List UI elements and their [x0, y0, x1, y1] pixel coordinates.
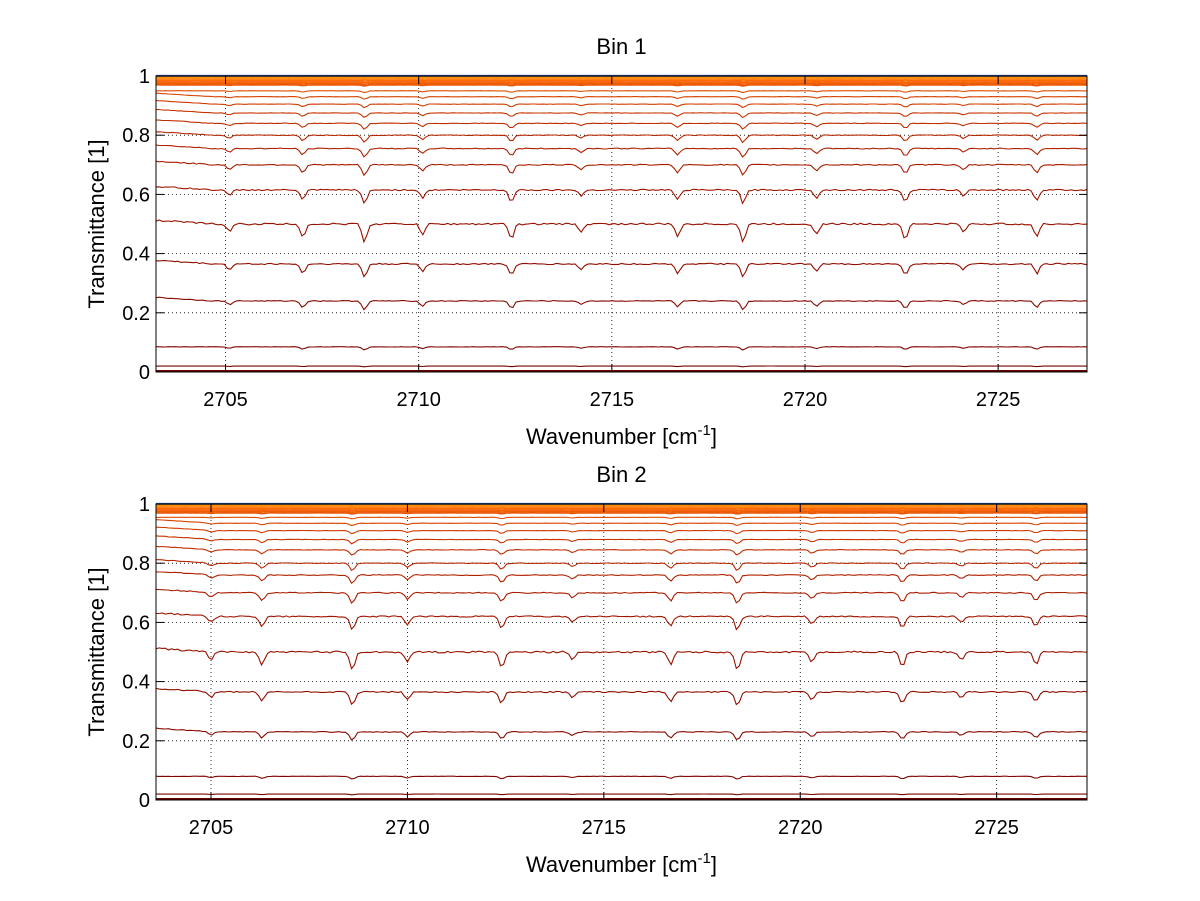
- y-tick-label: 0.8: [122, 553, 150, 575]
- series-line: [155, 219, 1088, 244]
- y-axis-label: Transmittance [1]: [84, 567, 109, 736]
- x-tick-label: 2710: [396, 389, 441, 411]
- y-tick-label: 0.8: [122, 125, 150, 147]
- y-tick-label: 0: [139, 362, 150, 384]
- series-line: [155, 186, 1088, 205]
- x-axis-label: Wavenumber [cm-1]: [526, 850, 717, 877]
- chart-title: Bin 2: [596, 462, 646, 487]
- y-tick-label: 1: [139, 66, 150, 88]
- series-line: [155, 507, 1087, 510]
- y-tick-label: 0: [139, 790, 150, 812]
- y-tick-label: 1: [139, 494, 150, 516]
- y-axis-label: Transmittance [1]: [84, 139, 109, 308]
- y-tick-label: 0.4: [122, 672, 150, 694]
- series-line: [155, 346, 1088, 351]
- series-line: [156, 612, 1088, 631]
- series-line: [155, 79, 1087, 82]
- x-tick-label: 2720: [778, 817, 823, 839]
- series-line: [156, 90, 1088, 94]
- series-line: [156, 119, 1088, 130]
- x-tick-label: 2710: [385, 817, 430, 839]
- chart-2: 2705 2710 2715 2720 2725 0 0.2 0.4 0.6 0.8 1 Bin 2 W…: [84, 462, 1088, 877]
- series-line: [155, 144, 1088, 158]
- x-tick-label: 2705: [189, 817, 234, 839]
- series-line: [155, 526, 1088, 535]
- series-line: [155, 296, 1088, 311]
- series-line: [156, 516, 1087, 520]
- x-axis-label: Wavenumber [cm-1]: [526, 422, 717, 449]
- series-line: [155, 108, 1088, 119]
- series-line: [156, 509, 1087, 512]
- x-tick-label: 2725: [976, 389, 1021, 411]
- x-tick-label: 2715: [590, 389, 635, 411]
- series-line: [155, 535, 1088, 545]
- series-line: [155, 727, 1088, 741]
- y-tick-label: 0.2: [122, 303, 150, 325]
- x-tick-label: 2705: [203, 389, 248, 411]
- x-tick-label: 2715: [582, 817, 627, 839]
- y-tick-label: 0.6: [122, 184, 150, 206]
- series-line: [155, 775, 1087, 780]
- series-line: [155, 131, 1088, 144]
- x-tick-label: 2720: [783, 389, 828, 411]
- series-line: [155, 160, 1088, 177]
- axes-frame: [155, 503, 1088, 801]
- series-line: [155, 647, 1088, 670]
- y-tick-label: 0.6: [122, 612, 150, 634]
- axes-frame: [155, 75, 1088, 373]
- y-tick-label: 0.2: [122, 731, 150, 753]
- chart-title: Bin 1: [596, 34, 646, 59]
- series-line: [155, 511, 1088, 515]
- series-line: [155, 687, 1088, 706]
- series-line: [155, 588, 1088, 604]
- series-line: [155, 99, 1088, 109]
- series-line: [155, 92, 1088, 100]
- y-tick-label: 0.4: [122, 244, 150, 266]
- series-line: [156, 510, 1087, 514]
- series-line: [155, 260, 1088, 278]
- chart-1: 2705 2710 2715 2720 2725 0 0.2 0.4 0.6 0.8 1 Bin 1 W…: [84, 34, 1088, 449]
- series-line: [155, 571, 1088, 585]
- series-line: [156, 82, 1087, 86]
- series-line: [156, 559, 1088, 572]
- x-tick-label: 2725: [974, 817, 1019, 839]
- series-line: [155, 793, 1088, 796]
- series-line: [156, 365, 1087, 368]
- series-line: [156, 81, 1087, 84]
- series-line: [155, 545, 1088, 556]
- series-line: [156, 83, 1088, 87]
- series-line: [155, 519, 1088, 527]
